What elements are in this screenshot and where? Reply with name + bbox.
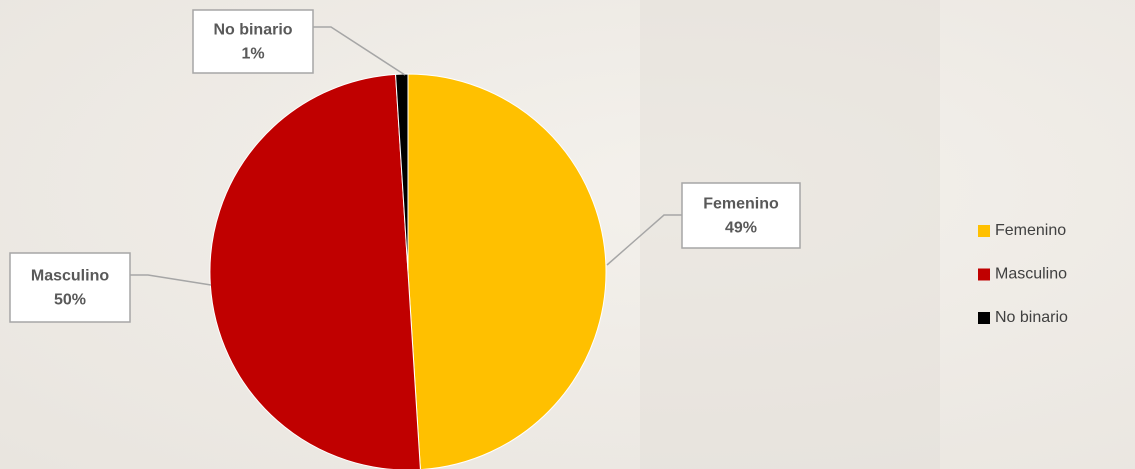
data-label-value: 50% <box>54 292 86 309</box>
legend-label: No binario <box>995 309 1068 326</box>
page: Femenino 49% Masculino 50% No binario 1% Femen… <box>0 0 1135 469</box>
legend-swatch <box>978 225 990 237</box>
legend-label: Femenino <box>995 222 1066 239</box>
data-label-box <box>682 183 800 248</box>
data-label-name: Masculino <box>31 268 109 285</box>
data-label-value: 49% <box>725 220 757 237</box>
data-label-value: 1% <box>241 46 264 63</box>
legend-swatch <box>978 312 990 324</box>
legend-swatch <box>978 269 990 281</box>
legend-label: Masculino <box>995 266 1067 283</box>
data-label-name: Femenino <box>703 196 779 213</box>
data-label-box <box>10 253 130 322</box>
data-label-box <box>193 10 313 73</box>
chart: Femenino 49% Masculino 50% No binario 1% Femen… <box>0 0 1135 469</box>
data-label-name: No binario <box>213 22 292 39</box>
